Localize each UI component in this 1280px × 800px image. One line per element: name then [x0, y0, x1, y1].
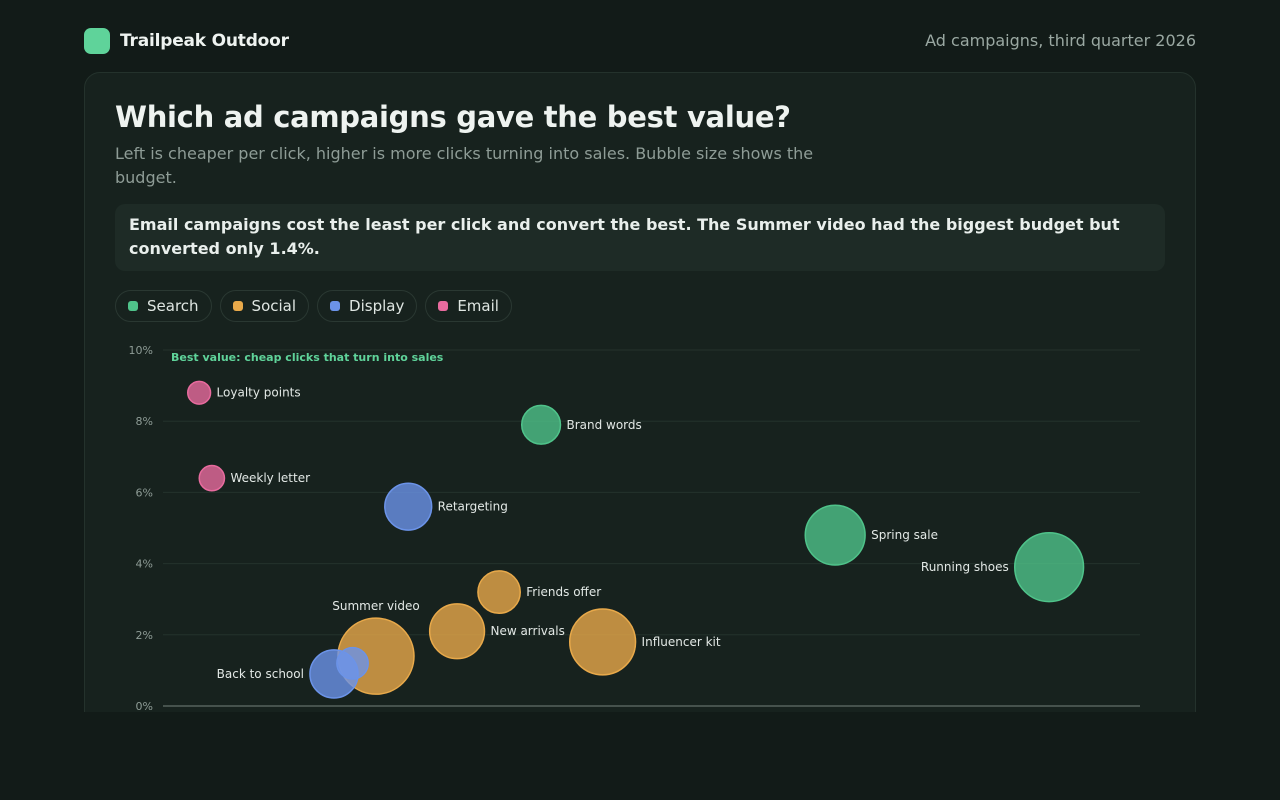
bubble-label: Running shoes: [921, 560, 1009, 574]
brand: Trailpeak Outdoor: [84, 28, 289, 54]
page-title: Which ad campaigns gave the best value?: [115, 100, 791, 134]
bubble-search[interactable]: [804, 504, 866, 566]
bubble-email[interactable]: [186, 380, 212, 405]
bubble-social[interactable]: [428, 603, 486, 660]
bubble-email[interactable]: [198, 464, 226, 492]
key-insight-callout: Email campaigns cost the least per click…: [115, 204, 1165, 271]
y-tick-label: 4%: [136, 558, 153, 571]
legend-item-display[interactable]: Display: [317, 290, 418, 322]
top-bar: Trailpeak Outdoor Ad campaigns, third qu…: [84, 28, 1196, 54]
page-subtitle: Left is cheaper per click, higher is mor…: [115, 144, 814, 187]
legend-swatch-search: [128, 301, 138, 311]
legend-label-display: Display: [349, 297, 405, 315]
legend-item-search[interactable]: Search: [115, 290, 212, 322]
y-tick-label: 6%: [136, 486, 153, 499]
bubble-display[interactable]: [384, 482, 433, 531]
chart-legend: Search Social Display Email: [115, 290, 512, 322]
legend-label-social: Social: [251, 297, 297, 315]
bubble-label: Spring sale: [871, 528, 938, 542]
bubble-label: Friends offer: [526, 585, 601, 599]
legend-label-email: Email: [457, 297, 499, 315]
bubble-search[interactable]: [520, 404, 562, 445]
bubble-social[interactable]: [477, 570, 521, 614]
y-tick-label: 10%: [129, 344, 153, 357]
y-tick-label: 0%: [136, 700, 153, 713]
legend-item-social[interactable]: Social: [219, 290, 310, 322]
y-tick-label: 8%: [136, 415, 153, 428]
bubble-label: Loyalty points: [217, 386, 301, 400]
legend-swatch-social: [232, 301, 243, 311]
bubble-label: Back to school: [217, 667, 304, 681]
legend-swatch-display: [330, 301, 341, 311]
legend-item-email[interactable]: Email: [425, 290, 512, 322]
page-bottom-area: [0, 712, 1280, 800]
legend-label-search: Search: [147, 297, 199, 315]
bubble-social[interactable]: [568, 608, 637, 676]
bubble-label: Summer video: [332, 599, 420, 613]
y-tick-label: 2%: [136, 629, 153, 642]
bubble-display[interactable]: [336, 646, 369, 680]
best-value-annotation: Best value: cheap clicks that turn into …: [171, 351, 444, 364]
report-period: Ad campaigns, third quarter 2026: [925, 31, 1196, 50]
bubble-label: Retargeting: [438, 500, 508, 514]
bubble-search[interactable]: [1013, 531, 1085, 603]
chart-card: [84, 72, 1196, 734]
bubble-label: New arrivals: [490, 624, 564, 638]
legend-swatch-email: [438, 301, 449, 311]
brand-name: Trailpeak Outdoor: [120, 31, 289, 51]
bubble-label: Brand words: [566, 418, 641, 432]
brand-logo-icon: [84, 28, 110, 54]
bubble-label: Influencer kit: [642, 635, 721, 649]
bubble-label: Weekly letter: [230, 471, 310, 485]
